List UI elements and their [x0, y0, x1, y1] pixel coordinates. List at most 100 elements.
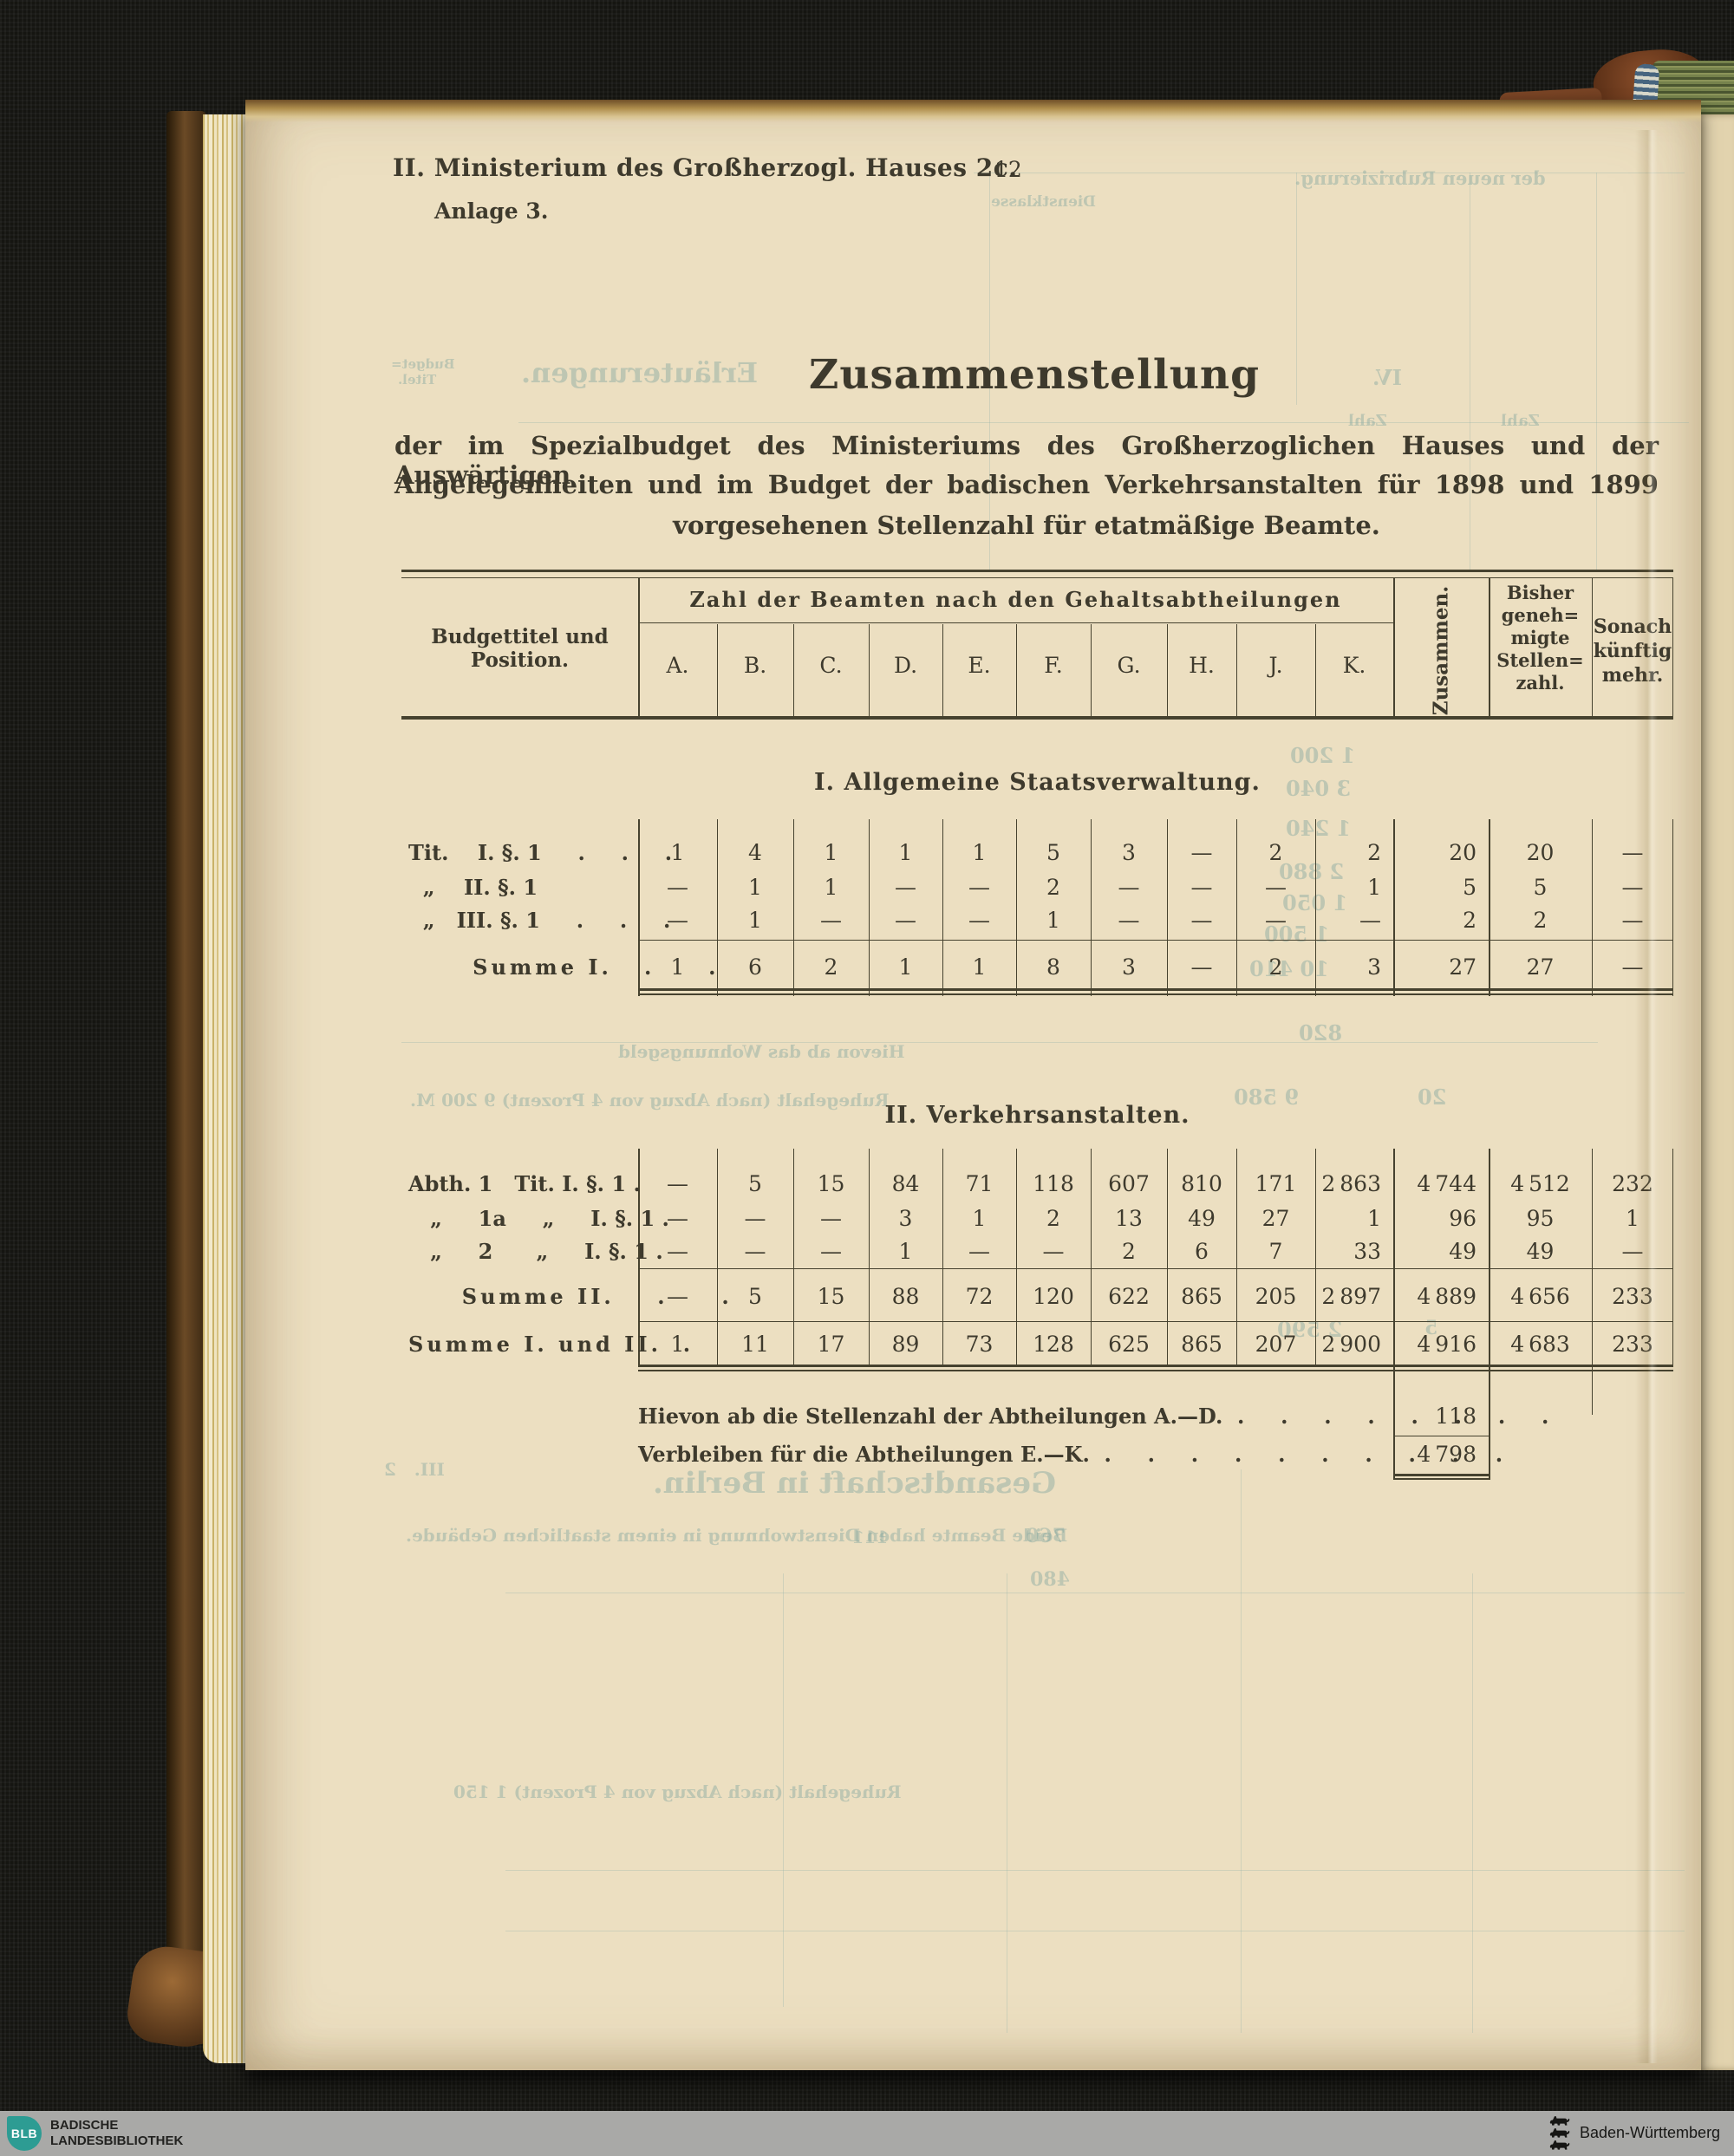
bleedthrough-text: Beide Beamte haben Dienstwohnung in eine… [406, 1525, 1068, 1546]
table-cell: 1 [670, 954, 685, 980]
table-cell: 2 [1046, 875, 1060, 900]
table-rule [638, 1370, 1673, 1371]
table-cell: 95 [1526, 1206, 1555, 1231]
table-cell: 11 [741, 1332, 769, 1357]
table-cell: 4 [748, 840, 762, 865]
grade-letter: D. [893, 653, 918, 678]
table-rule [1167, 1149, 1168, 1365]
table-cell: 205 [1255, 1284, 1297, 1309]
page-crease [1635, 130, 1658, 2063]
table-rule [401, 577, 1673, 578]
grade-letter: K. [1342, 653, 1366, 678]
grade-letter: G. [1117, 653, 1141, 678]
table-cell: 3 [1367, 954, 1381, 980]
table-rule [638, 1268, 1673, 1269]
table-cell: 2 [1122, 1239, 1136, 1264]
table-rule [1489, 577, 1490, 720]
bleedthrough-line [1596, 173, 1597, 571]
table-cell: 171 [1255, 1171, 1297, 1196]
table-rule [717, 819, 718, 996]
table-rule [1489, 1365, 1490, 1480]
table-cell: — [1118, 908, 1140, 933]
table-cell: — [667, 1171, 688, 1196]
table-cell: 1 [1367, 1206, 1381, 1231]
table-cell: 865 [1181, 1284, 1222, 1309]
section-heading-1: I. Allgemeine Staatsverwaltung. [814, 769, 1261, 796]
table-cell: 33 [1353, 1239, 1381, 1264]
table-cell: 1 [748, 908, 762, 933]
section-heading-2: II. Verkehrsanstalten. [884, 1102, 1190, 1129]
page-edge-stack [203, 114, 251, 2063]
table-row-label: Summe II. . . [408, 1284, 733, 1309]
table-cell: 2 897 [1321, 1284, 1381, 1309]
table-cell: 3 [1122, 840, 1136, 865]
row-header: Budgettitel und Position. [431, 625, 609, 672]
table-cell: 1 [670, 840, 685, 865]
table-rule [1236, 1149, 1237, 1365]
table-cell: 5 [748, 1284, 762, 1309]
bleedthrough-text: Budget= [391, 356, 455, 372]
table-cell: 2 [1367, 840, 1381, 865]
table-cell: 233 [1612, 1332, 1653, 1357]
grade-letter: A. [666, 653, 689, 678]
blb-logo: BLB [7, 2116, 42, 2151]
table-rule [942, 1149, 943, 1365]
bleedthrough-text: Zahl [1501, 412, 1540, 430]
table-row-label: „ 1a „ I. §. 1 . [408, 1206, 669, 1231]
table-cell: — [1621, 954, 1644, 980]
table-cell: 128 [1033, 1332, 1074, 1357]
table-rule [638, 1321, 1673, 1322]
library-name: BADISCHE LANDESBIBLIOTHEK [50, 2118, 183, 2149]
bleedthrough-text: 760 [1026, 1525, 1066, 1547]
table-rule [1592, 577, 1593, 720]
table-cell: 1 [1367, 875, 1381, 900]
table-rule [1016, 1149, 1017, 1365]
table-cell: 20 [1526, 840, 1555, 865]
table-cell: — [1359, 908, 1381, 933]
table-cell: 2 [1046, 1206, 1060, 1231]
table-cell: 4 744 [1417, 1171, 1477, 1196]
table-cell: — [1621, 840, 1644, 865]
table-rule [1167, 819, 1168, 996]
table-cell: 120 [1033, 1284, 1074, 1309]
table-rule [869, 819, 870, 996]
table-cell: 3 [1122, 954, 1136, 980]
table-rule [793, 1149, 794, 1365]
table-cell: — [820, 1206, 842, 1231]
table-rule [1672, 1149, 1673, 1365]
sum-column-header: Zusammen. [1429, 585, 1453, 716]
table-cell: — [1621, 908, 1644, 933]
table-cell: 625 [1108, 1332, 1150, 1357]
table-cell: 96 [1449, 1206, 1477, 1231]
table-cell: 1 [824, 840, 838, 865]
table-cell: 27 [1261, 1206, 1290, 1231]
running-head: II. Ministerium des Großherzogl. Hauses … [393, 153, 1018, 182]
table-row-label: „ III. §. 1 . . . [408, 908, 671, 933]
table-cell: 5 [1463, 875, 1477, 900]
table-cell: 27 [1449, 954, 1477, 980]
table-cell: 71 [965, 1171, 994, 1196]
table-cell: — [1190, 840, 1213, 865]
table-cell: 5 [1046, 840, 1060, 865]
bleedthrough-text: Titel. [398, 372, 437, 388]
table-cell: — [895, 875, 916, 900]
grade-letter: C. [819, 653, 843, 678]
table-rule [1091, 819, 1092, 996]
bleedthrough-text: Dienstklasse [991, 193, 1097, 211]
table-cell: 49 [1188, 1206, 1216, 1231]
table-cell: 1 [824, 875, 838, 900]
state-name: Baden-Württemberg [1580, 2124, 1721, 2141]
table-cell: 2 [1268, 954, 1283, 980]
table-cell: 865 [1181, 1332, 1222, 1357]
table-cell: 72 [965, 1284, 994, 1309]
annex-label: Anlage 3. [434, 199, 549, 224]
table-rule [1236, 819, 1237, 996]
book-spine-left [166, 111, 206, 2044]
table-cell: — [1265, 908, 1287, 933]
table-rule [717, 624, 718, 720]
table-cell: 6 [748, 954, 762, 980]
watermark-bar: BLB BADISCHE LANDESBIBLIOTHEK Baden-Würt… [0, 2111, 1734, 2156]
table-cell: 233 [1612, 1284, 1653, 1309]
table-cell: — [820, 1239, 842, 1264]
grade-letter: E. [968, 653, 991, 678]
